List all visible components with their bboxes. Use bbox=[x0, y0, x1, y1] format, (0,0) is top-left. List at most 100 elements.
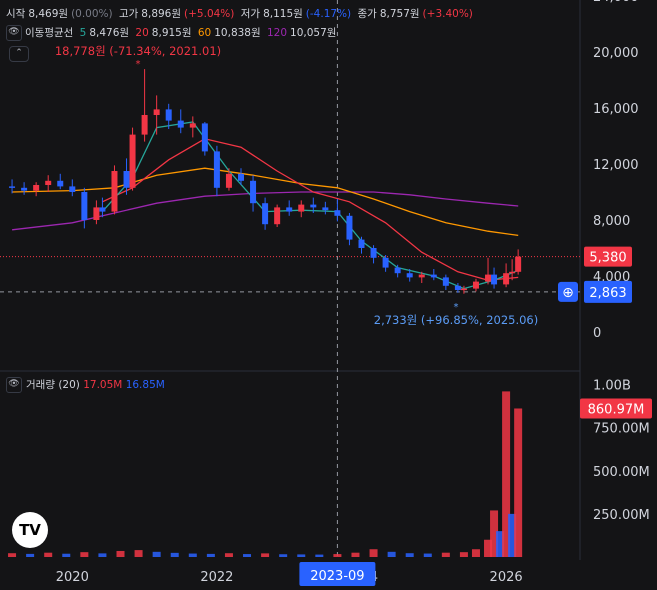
candle-body bbox=[509, 271, 516, 274]
volume-bar bbox=[405, 553, 414, 557]
candle-body bbox=[21, 187, 28, 191]
candle-body bbox=[238, 173, 244, 181]
volume-value-1: 17.05M bbox=[83, 379, 123, 391]
candle-body bbox=[430, 274, 437, 278]
high-value: 8,896원 bbox=[141, 8, 182, 20]
price-tick-label: 0 bbox=[593, 326, 601, 341]
close-label: 종가 bbox=[357, 8, 377, 20]
volume-value-2: 16.85M bbox=[125, 379, 165, 391]
ma20-period: 20 bbox=[135, 27, 149, 39]
candle-body bbox=[406, 273, 413, 278]
candle-body bbox=[111, 171, 118, 212]
candle-body bbox=[346, 215, 353, 240]
last-volume-label: 860.97M bbox=[588, 402, 645, 417]
ma60-period: 60 bbox=[197, 27, 212, 39]
price-tick-label: 20,000 bbox=[593, 46, 639, 61]
volume-bar bbox=[315, 554, 324, 557]
volume-bar bbox=[224, 553, 233, 557]
candle-body bbox=[310, 204, 317, 208]
volume-bar bbox=[423, 553, 432, 557]
tradingview-logo[interactable]: TV bbox=[12, 512, 48, 548]
candle-body bbox=[33, 185, 40, 191]
candle-body bbox=[153, 109, 160, 115]
low-marker: * bbox=[454, 302, 459, 313]
price-tick-label: 8,000 bbox=[593, 214, 630, 229]
price-tick-label: 16,000 bbox=[593, 102, 639, 117]
volume-bar bbox=[387, 551, 396, 557]
crosshair-price-box bbox=[584, 280, 632, 303]
ma60-value: 10,838원 bbox=[214, 27, 261, 39]
plus-circle-icon bbox=[558, 281, 578, 302]
volume-bar bbox=[243, 554, 252, 557]
candle-body bbox=[286, 207, 293, 212]
close-change: (+3.40%) bbox=[422, 8, 473, 20]
volume-bar bbox=[490, 510, 499, 557]
candle-body bbox=[57, 180, 64, 187]
eye-icon[interactable]: 👁 bbox=[6, 377, 22, 393]
volume-bar bbox=[508, 513, 517, 557]
crosshair-price-label: 2,863 bbox=[589, 286, 626, 301]
ma-title: 이동평균선 bbox=[25, 27, 74, 39]
candle-body bbox=[69, 186, 76, 192]
volume-title: 거래량 (20) bbox=[26, 379, 80, 391]
low-label: 저가 bbox=[240, 8, 261, 20]
ma20-value: 8,915원 bbox=[151, 27, 192, 39]
candle-body bbox=[503, 273, 510, 285]
open-label: 시작 bbox=[6, 8, 26, 20]
volume-bar bbox=[80, 552, 89, 557]
candle-body bbox=[141, 115, 148, 135]
candle-body bbox=[491, 274, 498, 285]
volume-bar bbox=[134, 550, 143, 557]
volume-bar bbox=[188, 553, 197, 557]
ma-legend: 👁 이동평균선 5 8,476원 20 8,915원 60 10,838원 120 10,… bbox=[6, 25, 339, 41]
volume-bar bbox=[206, 553, 215, 557]
candle-body bbox=[382, 257, 389, 268]
low-annotation: 2,733원 (+96.85%, 2025.06) bbox=[374, 313, 538, 327]
candle-body bbox=[472, 281, 479, 289]
volume-bar bbox=[502, 391, 511, 557]
candle-body bbox=[418, 274, 425, 278]
volume-bar bbox=[471, 549, 480, 557]
candle-body bbox=[485, 274, 492, 282]
price-tick-label: 12,000 bbox=[593, 158, 639, 173]
volume-bar bbox=[44, 552, 53, 557]
candle-body bbox=[394, 267, 401, 274]
ma5-value: 8,476원 bbox=[89, 27, 130, 39]
candle-body bbox=[358, 239, 365, 248]
crosshair-time-label: 2023-09 bbox=[310, 569, 364, 584]
high-label: 고가 bbox=[118, 8, 139, 20]
candle-body bbox=[262, 203, 269, 225]
candle-body bbox=[45, 180, 52, 185]
candle-body bbox=[370, 248, 377, 258]
open-value: 8,469원 bbox=[28, 8, 69, 20]
candle-body bbox=[81, 192, 88, 220]
candle-body bbox=[322, 207, 329, 211]
ma120-value: 10,057원 bbox=[290, 27, 337, 39]
eye-icon[interactable]: 👁 bbox=[6, 25, 22, 41]
last-volume-box bbox=[580, 398, 652, 419]
volume-tick-label: 1.00B bbox=[593, 379, 631, 394]
close-value: 8,757원 bbox=[379, 8, 420, 20]
volume-bar bbox=[116, 550, 125, 557]
volume-bar bbox=[441, 552, 450, 557]
chevron-up-icon[interactable]: ⌃ bbox=[9, 46, 29, 62]
volume-bar bbox=[333, 554, 342, 557]
price-tick-label: 24,000 bbox=[593, 0, 639, 5]
time-tick-label: 2022 bbox=[200, 570, 233, 585]
volume-bar bbox=[496, 531, 505, 557]
volume-tick-label: 250.00M bbox=[593, 508, 650, 523]
low-change: (-4.17%) bbox=[305, 8, 352, 20]
high-annotation: 18,778원 (-71.34%, 2021.01) bbox=[55, 44, 221, 58]
candle-body bbox=[213, 151, 220, 188]
volume-bar bbox=[8, 553, 17, 557]
candle-body bbox=[123, 171, 130, 188]
volume-bar bbox=[484, 539, 493, 557]
time-tick-label: 2026 bbox=[490, 570, 523, 585]
candle-body bbox=[201, 123, 208, 152]
volume-bar bbox=[62, 553, 71, 557]
ma5-period: 5 bbox=[79, 27, 87, 39]
candle-body bbox=[298, 204, 305, 212]
candle-body bbox=[250, 180, 257, 204]
candle-body bbox=[129, 134, 136, 188]
